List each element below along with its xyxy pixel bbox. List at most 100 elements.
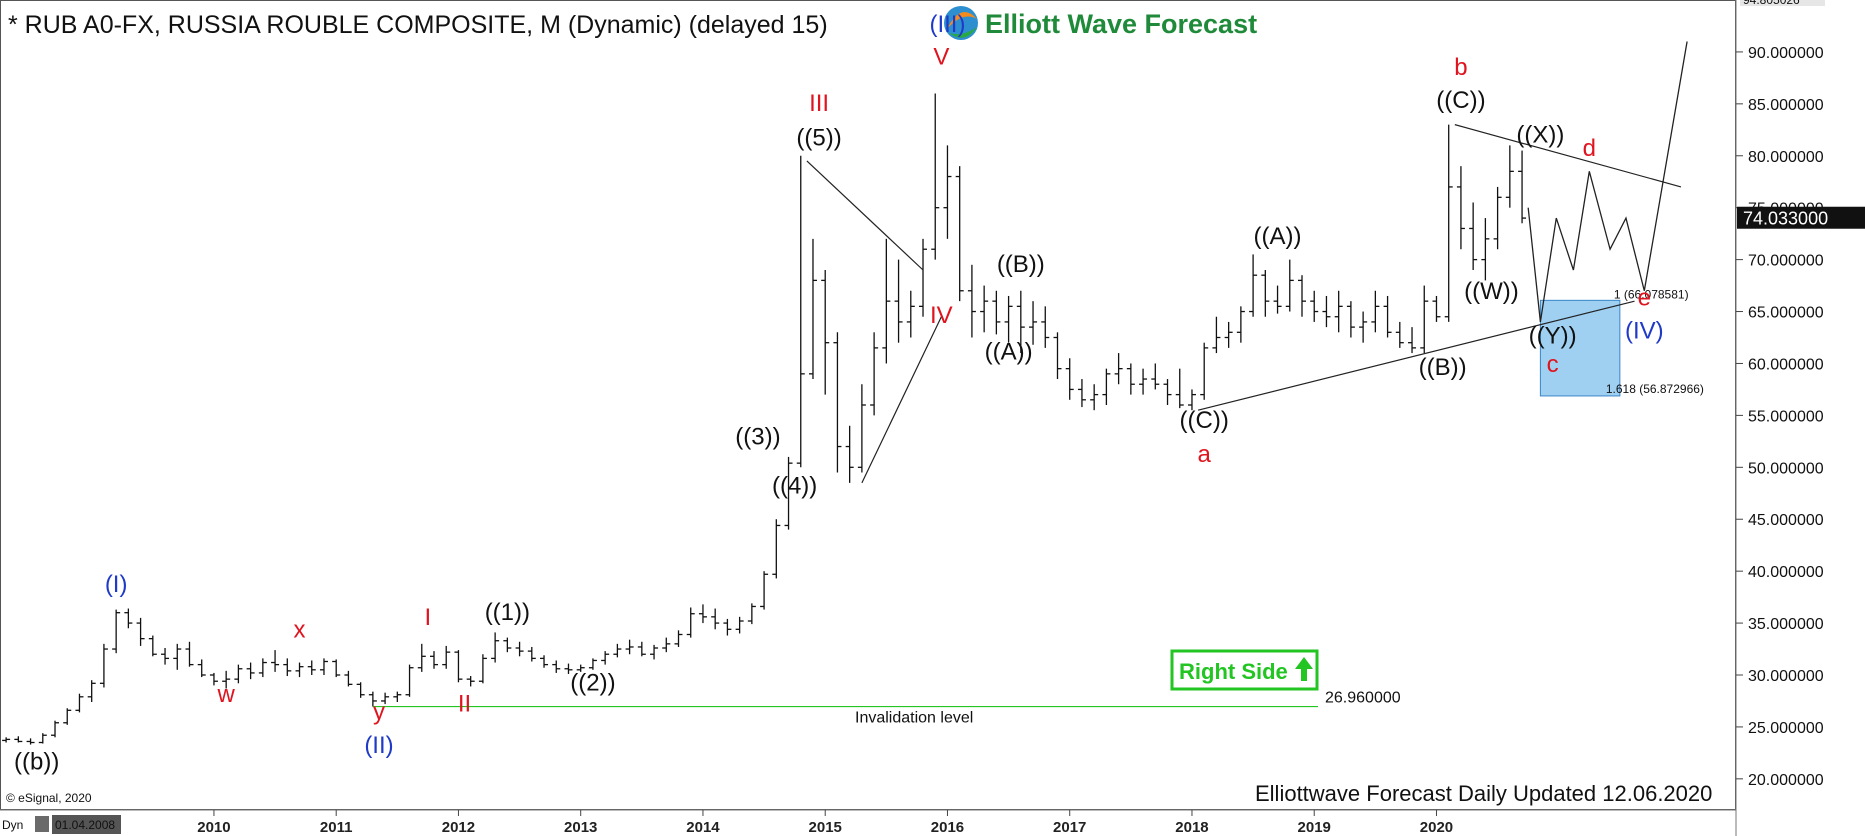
wave-label: ((3)) xyxy=(735,423,780,450)
invalidation-group: Invalidation level Right Side 26.960000 xyxy=(372,649,1401,727)
wave-label: II xyxy=(458,690,471,717)
ohlc-bar xyxy=(1065,358,1074,400)
ohlc-bar xyxy=(1114,353,1123,385)
wave-label: I xyxy=(425,604,432,631)
dyn-label[interactable]: Dyn xyxy=(2,818,23,832)
wave-label: ((2)) xyxy=(570,670,615,697)
wave-label: ((b)) xyxy=(14,749,59,776)
ohlc-bar xyxy=(711,608,720,630)
ohlc-bar xyxy=(368,691,377,707)
ohlc-bar xyxy=(430,651,438,669)
chart-settings-icon[interactable] xyxy=(35,816,49,832)
wave-label: b xyxy=(1454,54,1467,81)
wave-label: x xyxy=(294,617,306,644)
x-tick-label: 2017 xyxy=(1053,819,1086,836)
ohlc-bar xyxy=(980,285,989,333)
ohlc-bar xyxy=(870,332,879,416)
ohlc-bar xyxy=(442,645,451,669)
ohlc-bar xyxy=(319,658,328,675)
fib-target-box xyxy=(1539,299,1621,397)
ohlc-bar xyxy=(919,238,928,317)
ohlc-bars xyxy=(2,93,1527,745)
brand-name: Elliott Wave Forecast xyxy=(985,9,1257,39)
right-side-text: Right Side xyxy=(1179,659,1288,684)
ohlc-bar xyxy=(1212,316,1221,354)
wave-label: ((A)) xyxy=(1254,223,1302,250)
y-tick-label: 45.000000 xyxy=(1748,512,1824,529)
ohlc-bar xyxy=(197,659,206,678)
y-tick-label: 60.000000 xyxy=(1748,356,1824,373)
top-price-text: 94.805026 xyxy=(1743,0,1800,7)
wave-label: V xyxy=(933,43,949,70)
x-tick-label: 2016 xyxy=(931,819,964,836)
ohlc-bar xyxy=(99,643,108,688)
ohlc-bar xyxy=(63,708,72,725)
ohlc-bar xyxy=(75,693,84,713)
y-tick-label: 90.000000 xyxy=(1748,45,1824,62)
ohlc-bar xyxy=(772,519,781,579)
x-tick-label: 2018 xyxy=(1175,819,1208,836)
ohlc-bar xyxy=(209,672,218,686)
ohlc-bar xyxy=(1016,290,1025,354)
x-tick-label: 2014 xyxy=(686,819,720,836)
ohlc-bar xyxy=(735,616,744,634)
updated-text: Elliottwave Forecast Daily Updated 12.06… xyxy=(1255,781,1712,806)
ohlc-bar xyxy=(674,630,683,647)
ohlc-bar xyxy=(1261,270,1270,317)
x-tick-label: 2019 xyxy=(1298,819,1331,836)
right-side-badge xyxy=(1170,649,1319,691)
ohlc-bar xyxy=(784,456,793,530)
ohlc-bar xyxy=(1175,368,1184,409)
wave-label: ((B)) xyxy=(997,251,1045,278)
ohlc-bar xyxy=(1371,290,1380,333)
y-tick-label: 80.000000 xyxy=(1748,149,1824,166)
ohlc-bar xyxy=(1444,124,1453,322)
wave-label: ((A)) xyxy=(985,338,1033,365)
trendline xyxy=(861,316,942,484)
logo-leaf-icon xyxy=(949,27,977,38)
ohlc-bar xyxy=(112,609,121,654)
y-tick-label: 85.000000 xyxy=(1748,97,1824,114)
ohlc-bar xyxy=(1432,295,1441,322)
x-tick-label: 2010 xyxy=(197,819,230,836)
current-price-tag xyxy=(1737,206,1865,229)
y-tick-label: 30.000000 xyxy=(1748,668,1824,685)
wave-label: ((C)) xyxy=(1180,407,1229,434)
ohlc-bar xyxy=(601,651,610,665)
ohlc-bar xyxy=(1456,166,1465,250)
ohlc-bar xyxy=(967,264,976,338)
copyright-text: © eSignal, 2020 xyxy=(6,791,92,805)
top-price-tag xyxy=(1740,0,1825,7)
ohlc-bar xyxy=(381,692,390,705)
fib-lower-label: 1.618 (56.872966) xyxy=(1606,382,1704,396)
wave-label: d xyxy=(1583,135,1596,162)
ohlc-bar xyxy=(1346,301,1355,338)
ohlc-bar xyxy=(1236,306,1245,343)
ohlc-bar xyxy=(417,643,426,672)
ohlc-bar xyxy=(527,646,536,662)
chart-title: * RUB A0-FX, RUSSIA ROUBLE COMPOSITE, M … xyxy=(8,11,828,39)
ohlc-bar xyxy=(1518,150,1527,224)
ohlc-bar xyxy=(222,670,231,689)
trendlines xyxy=(806,124,1682,484)
ohlc-bar xyxy=(1493,186,1502,250)
wave-label: ((W)) xyxy=(1464,278,1519,305)
ohlc-bar xyxy=(552,660,561,673)
wave-label: (IV) xyxy=(1625,318,1664,345)
ohlc-bar xyxy=(992,290,1001,335)
trendline xyxy=(1197,300,1635,411)
wave-label: (II) xyxy=(364,732,393,759)
ohlc-bar xyxy=(283,658,292,677)
wave-label: ((4)) xyxy=(772,472,817,499)
ohlc-bar xyxy=(1420,285,1429,354)
x-tick-label: 2015 xyxy=(809,819,842,836)
ohlc-bar xyxy=(1298,275,1306,317)
plot-border xyxy=(0,0,1736,810)
ohlc-bar xyxy=(637,641,646,657)
ohlc-bar xyxy=(1053,332,1062,380)
ohlc-bar xyxy=(1285,259,1294,312)
ohlc-bar xyxy=(344,670,353,687)
ohlc-bar xyxy=(833,332,842,473)
ohlc-bar xyxy=(613,643,622,658)
